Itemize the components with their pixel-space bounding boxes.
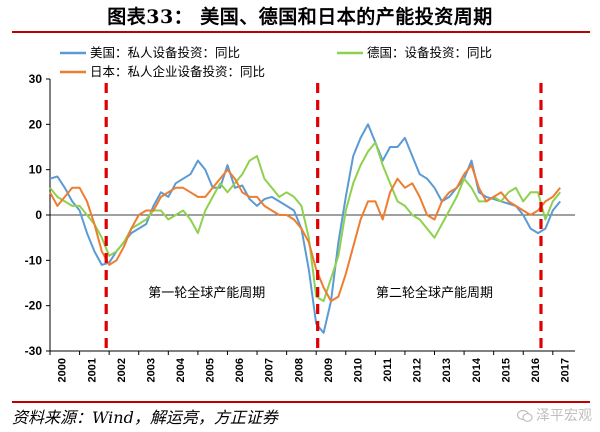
y-tick-label: 20 [29, 117, 43, 131]
x-tick-label: 2009 [323, 358, 335, 382]
x-tick-label: 2006 [234, 358, 246, 382]
legend-label: 德国：设备投资：同比 [367, 45, 492, 60]
x-tick-label: 2013 [441, 358, 453, 382]
x-tick-label: 2011 [382, 358, 394, 382]
x-tick-label: 2017 [560, 358, 572, 382]
watermark: 泽平宏观 [516, 405, 592, 425]
figure-title: 图表33： 美国、德国和日本的产能投资周期 [107, 6, 493, 28]
x-tick-label: 2015 [500, 358, 512, 382]
legend-label: 美国：私人设备投资：同比 [90, 45, 240, 60]
y-tick-label: -10 [25, 253, 43, 267]
x-tick-label: 2012 [412, 358, 424, 382]
x-tick-label: 2016 [530, 358, 542, 382]
series-line-1 [49, 141, 561, 303]
watermark-text: 泽平宏观 [536, 408, 592, 424]
x-tick-label: 2008 [293, 358, 305, 382]
legend-item-0: 美国：私人设备投资：同比 [60, 45, 240, 60]
source-note: 资料来源：Wind，解运亮，方正证券 [12, 408, 278, 427]
x-tick-label: 2010 [352, 358, 364, 382]
series-line-2 [49, 164, 561, 303]
x-tick-label: 2003 [145, 358, 157, 382]
source-rule [12, 401, 590, 403]
title-rule [12, 31, 590, 33]
legend-item-1: 德国：设备投资：同比 [337, 45, 492, 60]
y-tick-label: 10 [29, 163, 43, 177]
x-tick-label: 2005 [205, 358, 217, 382]
x-tick-label: 2001 [86, 358, 98, 382]
x-tick-label: 2000 [57, 358, 69, 382]
legend-label: 日本：私人企业设备投资：同比 [90, 64, 265, 79]
y-tick-label: 30 [29, 72, 43, 86]
y-tick-label: -20 [25, 299, 43, 313]
x-tick-label: 2007 [264, 358, 276, 382]
y-tick-label: 0 [35, 208, 42, 222]
cycle-annotation-0: 第一轮全球产能周期 [148, 285, 265, 301]
series-line-0 [49, 123, 561, 334]
x-tick-label: 2014 [471, 357, 483, 382]
x-tick-label: 2004 [175, 357, 187, 382]
cycle-annotation-1: 第二轮全球产能周期 [376, 285, 493, 301]
legend-item-2: 日本：私人企业设备投资：同比 [60, 64, 265, 79]
y-tick-label: -30 [25, 344, 43, 358]
wechat-icon [516, 409, 533, 423]
x-tick-label: 2002 [116, 358, 128, 382]
